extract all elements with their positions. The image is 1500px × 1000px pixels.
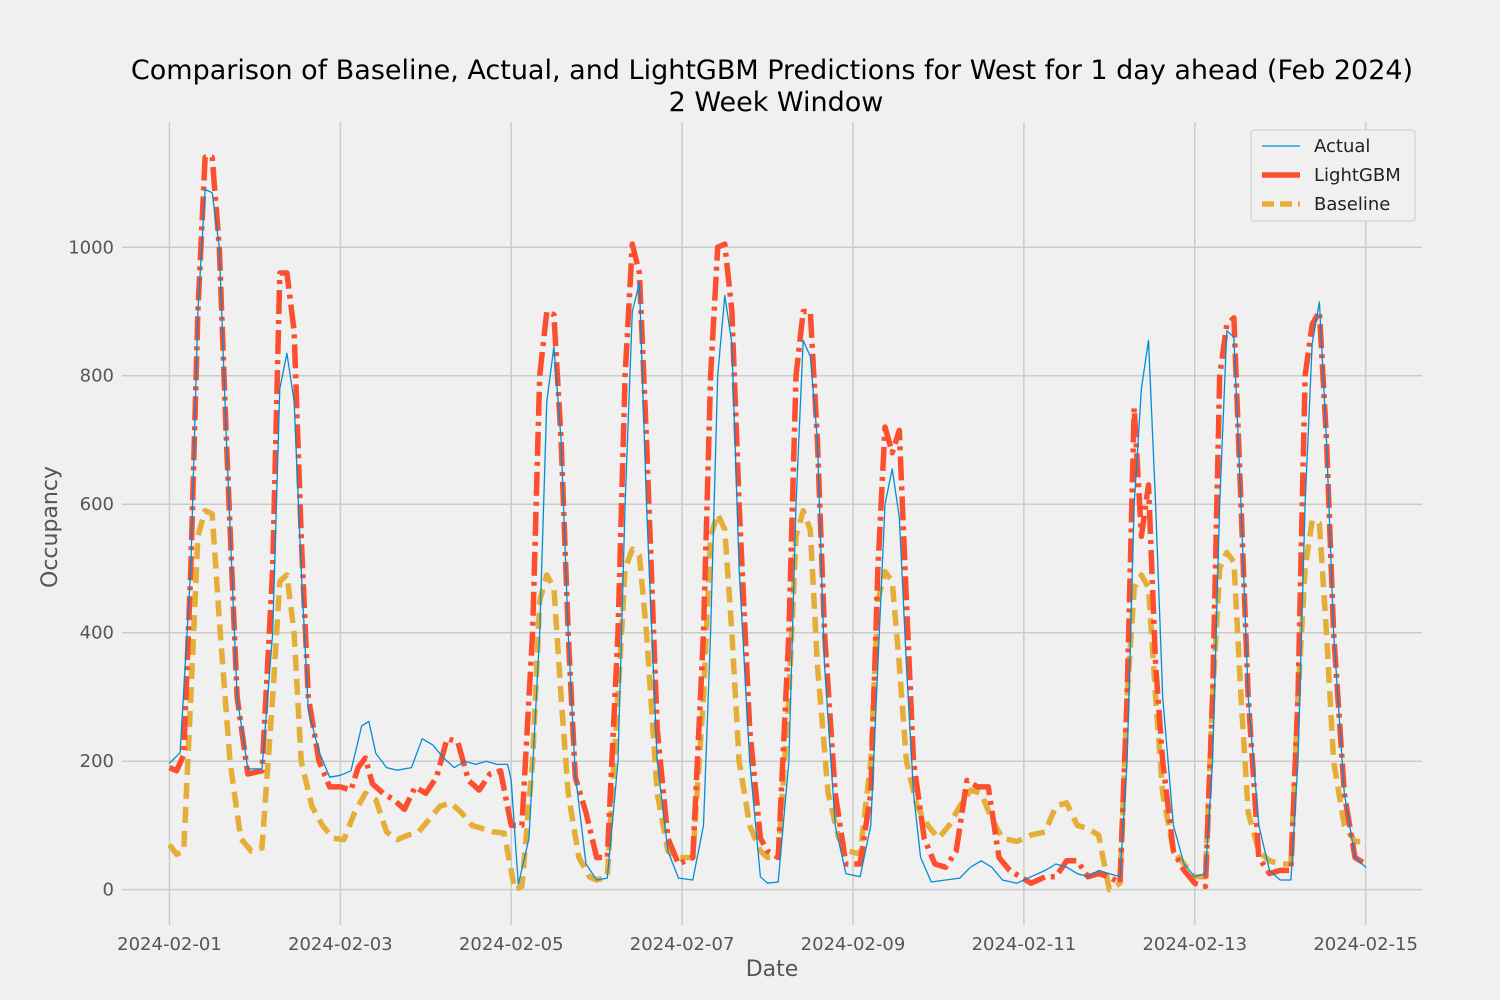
x-tick-label: 2024-02-01 — [117, 934, 222, 955]
tick-labels: 2024-02-01 2024-02-03 2024-02-05 2024-02-07… — [68, 237, 1418, 955]
legend-box — [1250, 129, 1416, 222]
legend: Actual LightGBM Baseline — [1250, 129, 1416, 222]
series-line-lightgbm — [168, 154, 1368, 890]
legend-label-actual: Actual — [1314, 136, 1370, 157]
y-tick-label: 1000 — [68, 237, 114, 258]
x-axis-label: Date — [746, 957, 799, 982]
x-tick-label: 2024-02-13 — [1142, 934, 1247, 955]
chart-title: Comparison of Baseline, Actual, and Ligh… — [131, 55, 1413, 86]
grid — [122, 122, 1422, 925]
x-tick-label: 2024-02-15 — [1313, 934, 1418, 955]
y-tick-label: 800 — [80, 366, 114, 387]
y-tick-label: 400 — [80, 623, 114, 644]
legend-label-baseline: Baseline — [1314, 194, 1390, 215]
chart-subtitle: 2 Week Window — [669, 87, 884, 118]
x-tick-label: 2024-02-05 — [459, 934, 564, 955]
x-tick-label: 2024-02-09 — [801, 934, 906, 955]
series-line-actual — [168, 188, 1367, 886]
legend-label-lightgbm: LightGBM — [1314, 165, 1401, 186]
x-tick-label: 2024-02-11 — [972, 934, 1077, 955]
x-tick-label: 2024-02-03 — [288, 934, 393, 955]
y-tick-label: 600 — [80, 494, 114, 515]
x-tick-label: 2024-02-07 — [630, 934, 735, 955]
y-tick-label: 200 — [80, 751, 114, 772]
series-layer — [167, 154, 1368, 893]
y-axis-label: Occupancy — [38, 466, 63, 588]
y-tick-label: 0 — [103, 880, 114, 901]
